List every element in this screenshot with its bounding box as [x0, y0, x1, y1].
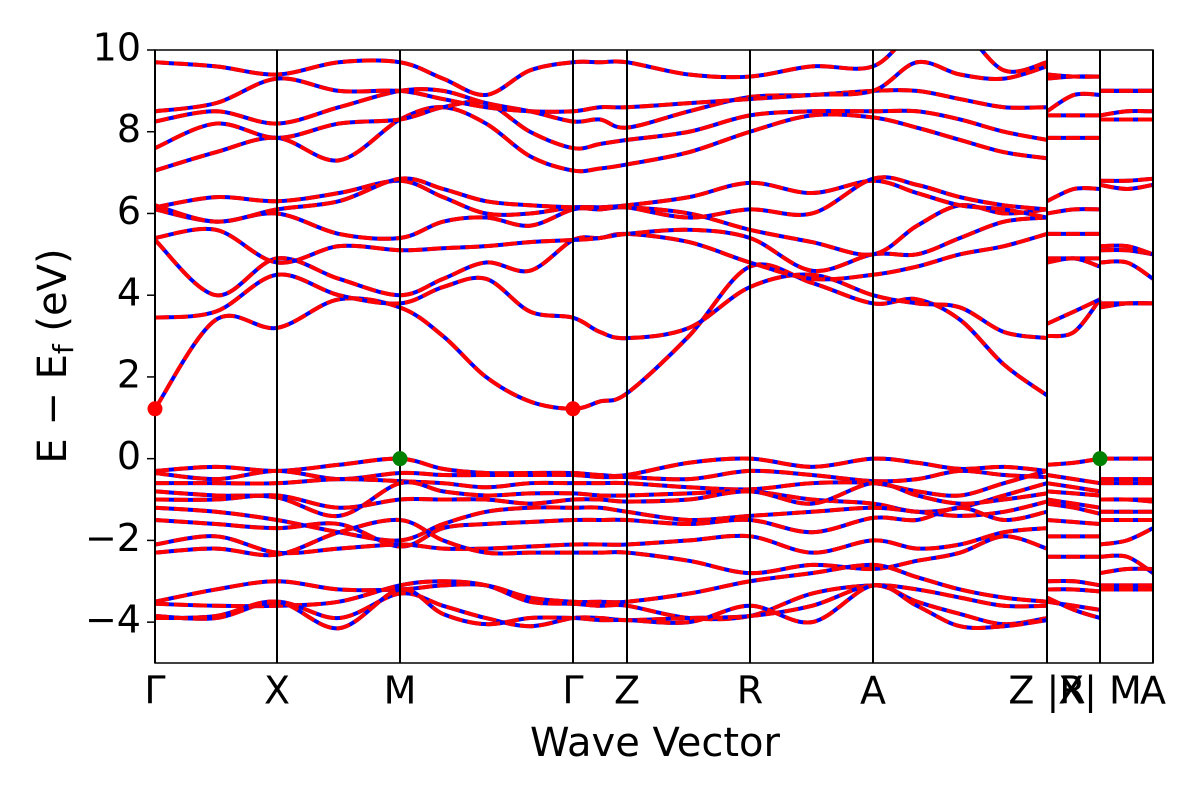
- band-dash: [155, 99, 1153, 151]
- x-tick-label: A: [860, 669, 886, 713]
- y-tick-label: −4: [85, 598, 141, 642]
- x-tick-label: Z |R: [1008, 669, 1085, 714]
- y-tick-label: 2: [117, 352, 141, 396]
- extremum-point: [1092, 451, 1108, 467]
- band-line: [155, 231, 1153, 298]
- band-dash: [155, 499, 1153, 543]
- x-tick-label: M: [384, 669, 417, 713]
- x-axis-label: Wave Vector: [530, 720, 781, 766]
- x-tick-label: R: [737, 669, 763, 713]
- extremum-point: [565, 401, 581, 417]
- axes-frame: [154, 49, 1154, 664]
- band-line: [155, 272, 1153, 341]
- band-dash: [155, 175, 1153, 224]
- y-label-unit: (eV): [30, 248, 76, 344]
- y-tick-label: 6: [117, 189, 141, 233]
- x-tick-label: Z: [614, 669, 640, 713]
- band-line: [155, 50, 1153, 97]
- x-tick-label: A: [1140, 669, 1166, 713]
- y-axis-label: E − Ef (eV): [30, 248, 80, 463]
- band-dash: [155, 469, 1153, 498]
- band-dash: [155, 203, 1153, 257]
- y-label-main: E − E: [30, 354, 76, 464]
- x-tick-label: Γ: [562, 669, 583, 713]
- x-tick-label: X| M: [1058, 669, 1142, 714]
- band-dash: [155, 178, 1153, 220]
- band-dash: [155, 105, 1153, 174]
- x-tick-label: X: [264, 669, 290, 713]
- y-tick-label: 8: [117, 107, 141, 151]
- x-tick-label: Γ: [144, 669, 165, 713]
- y-tick-label: 4: [117, 271, 141, 315]
- y-label-sub: f: [47, 343, 80, 354]
- band-line: [155, 517, 1153, 576]
- extremum-point: [147, 401, 163, 417]
- plot-area: [155, 50, 1153, 631]
- band-dash: [155, 562, 1153, 605]
- band-dash: [155, 526, 1153, 556]
- y-tick-label: −2: [85, 516, 141, 560]
- band-dash: [155, 481, 1153, 510]
- y-tick-label: 0: [117, 434, 141, 478]
- band-dash: [155, 272, 1153, 341]
- band-dash: [155, 50, 1153, 97]
- band-dash: [155, 505, 1153, 549]
- extremum-point: [392, 451, 408, 467]
- band-dash: [155, 583, 1153, 631]
- y-tick-label: 10: [93, 26, 141, 70]
- band-dash: [155, 468, 1153, 486]
